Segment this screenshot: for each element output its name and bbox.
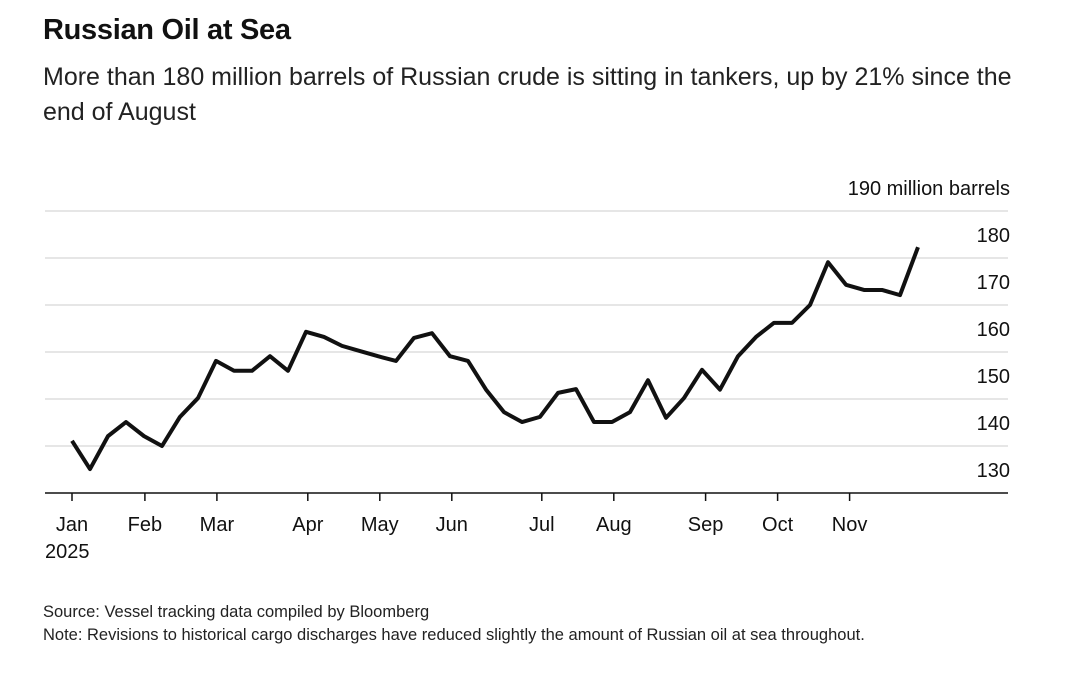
x-tick-label: Jan [56, 514, 88, 536]
x-tick-label: Feb [128, 514, 162, 536]
x-tick-label: May [361, 514, 399, 536]
y-axis-unit-label: 190 million barrels [848, 178, 1010, 200]
x-tick-label: Oct [762, 514, 794, 536]
footnote: Note: Revisions to historical cargo disc… [43, 626, 865, 644]
x-tick-label: Jun [436, 514, 468, 536]
y-tick-label: 170 [977, 272, 1010, 294]
x-tick-label: Mar [200, 514, 235, 536]
y-tick-label: 150 [977, 366, 1010, 388]
source-note: Source: Vessel tracking data compiled by… [43, 603, 430, 621]
x-tick-year-label: 2025 [45, 541, 90, 563]
chart-subtitle: More than 180 million barrels of Russian… [43, 63, 1012, 126]
x-tick-label: Sep [688, 514, 724, 536]
y-tick-label: 140 [977, 413, 1010, 435]
x-tick-label: Aug [596, 514, 632, 536]
x-tick-label: Jul [529, 514, 555, 536]
series-line [70, 246, 920, 472]
y-tick-label: 160 [977, 319, 1010, 341]
x-tick-label: Nov [832, 514, 868, 536]
x-tick-label: Apr [292, 514, 323, 536]
chart-title: Russian Oil at Sea [43, 14, 291, 46]
y-tick-label: 180 [977, 225, 1010, 247]
y-tick-label: 130 [977, 460, 1010, 482]
